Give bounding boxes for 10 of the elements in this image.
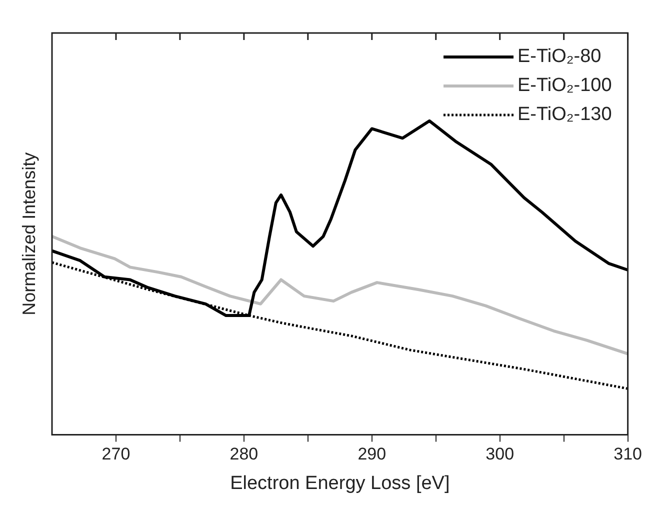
legend-label: E-TiO₂-130 [518,104,612,126]
x-tick-label: 300 [486,444,514,464]
legend-label: E-TiO₂-80 [518,46,602,68]
x-axis-title: Electron Energy Loss [eV] [230,472,450,494]
x-tick-label: 310 [614,444,642,464]
x-tick-label: 290 [358,444,386,464]
x-tick-label: 280 [230,444,258,464]
y-axis-title: Normalized Intensity [18,152,39,316]
legend-label: E-TiO₂-100 [518,75,612,96]
x-tick-label: 270 [102,444,130,464]
